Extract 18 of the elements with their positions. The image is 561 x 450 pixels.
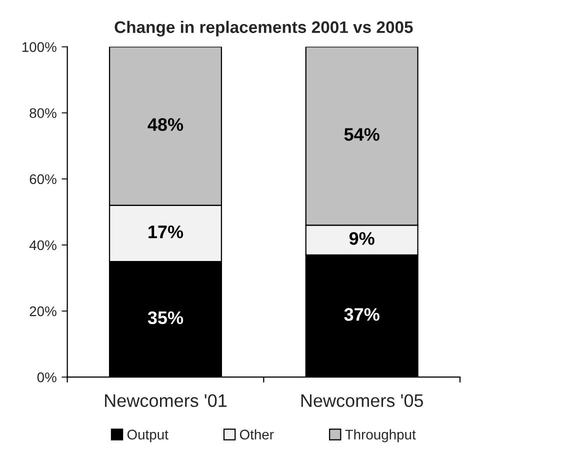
data-label: 54% [344,128,380,141]
chart-title: Change in replacements 2001 vs 2005 [114,20,413,36]
data-label: 37% [344,308,380,321]
y-tick-label: 100% [22,42,56,52]
y-tick-label: 20% [30,306,56,316]
data-label: 9% [349,232,374,245]
data-label: 48% [148,118,184,131]
y-tick-label: 60% [30,174,56,184]
data-label: 35% [148,311,184,324]
data-label: 17% [148,226,184,238]
y-tick-label: 40% [29,240,56,250]
legend-label: Throughput [345,429,416,442]
x-tick-label: Newcomers '05 [301,394,424,408]
legend-label: Other [240,429,274,440]
y-tick-label: 80% [30,108,56,118]
legend-label: Output [127,430,168,442]
x-tick-label: Newcomers '01 [105,394,227,408]
y-tick-label: 0% [37,372,56,382]
